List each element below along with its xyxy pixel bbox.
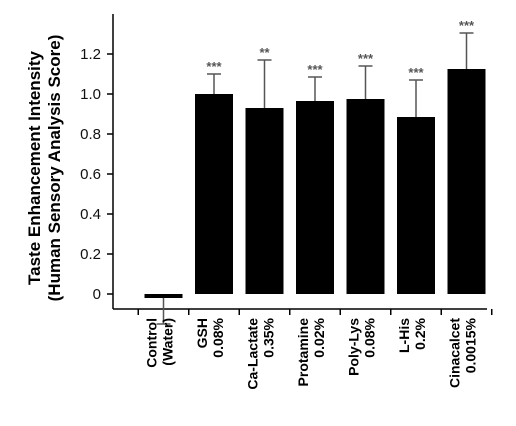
category-label: 0.08%	[210, 317, 226, 357]
category-label: 0.35%	[261, 317, 277, 357]
y-tick-label: 0	[93, 286, 101, 303]
category-label: 0.08%	[362, 317, 378, 357]
category-label: Poly-Lys	[346, 318, 362, 376]
significance-label: ***	[307, 62, 323, 77]
bar	[397, 117, 435, 294]
y-tick-label: 0.6	[80, 166, 101, 183]
x-axis	[113, 308, 493, 315]
category-label: 0.0015%	[463, 317, 479, 373]
bar	[195, 94, 233, 294]
significance-label: ***	[358, 51, 374, 66]
y-axis-title: Taste Enhancement Intensity (Human Sensor…	[25, 35, 64, 302]
category-label: Protamine	[295, 318, 311, 387]
category-label: Ca-Lactate	[245, 318, 261, 390]
category-label: L-His	[396, 318, 412, 353]
significance-label: ***	[459, 18, 475, 33]
error-bars	[156, 32, 474, 325]
category-label: 0.02%	[311, 317, 327, 357]
category-label: GSH	[194, 318, 210, 348]
bar	[245, 108, 284, 294]
bars	[144, 69, 486, 298]
significance-label: ***	[408, 65, 424, 80]
bar	[346, 99, 385, 294]
bar	[296, 101, 334, 294]
significance-label: **	[259, 45, 270, 60]
category-label: Cinacalcet	[447, 318, 463, 388]
y-tick-label: 0.2	[80, 246, 101, 263]
category-labels: Control (Water) GSH 0.08% Ca-Lactate 0.35% Pro…	[144, 317, 479, 389]
y-tick-label: 0.4	[80, 206, 101, 223]
bar	[144, 294, 183, 298]
category-label: (Water)	[160, 318, 176, 366]
bar	[447, 69, 486, 294]
y-tick-label: 1.2	[80, 46, 101, 63]
y-axis-title-line: Taste Enhancement Intensity	[25, 50, 44, 285]
y-axis-title-line: (Human Sensory Analysis Score)	[45, 35, 64, 302]
y-tick-label: 1.0	[80, 86, 101, 103]
significance-labels: *****************	[206, 18, 475, 80]
y-tick-label: 0.8	[80, 126, 101, 143]
category-label: 0.2%	[412, 317, 428, 349]
category-label: Control	[144, 318, 160, 368]
y-axis: 0 0.2 0.4 0.6 0.8 1.0 1.2	[80, 14, 114, 309]
significance-label: ***	[206, 59, 222, 74]
